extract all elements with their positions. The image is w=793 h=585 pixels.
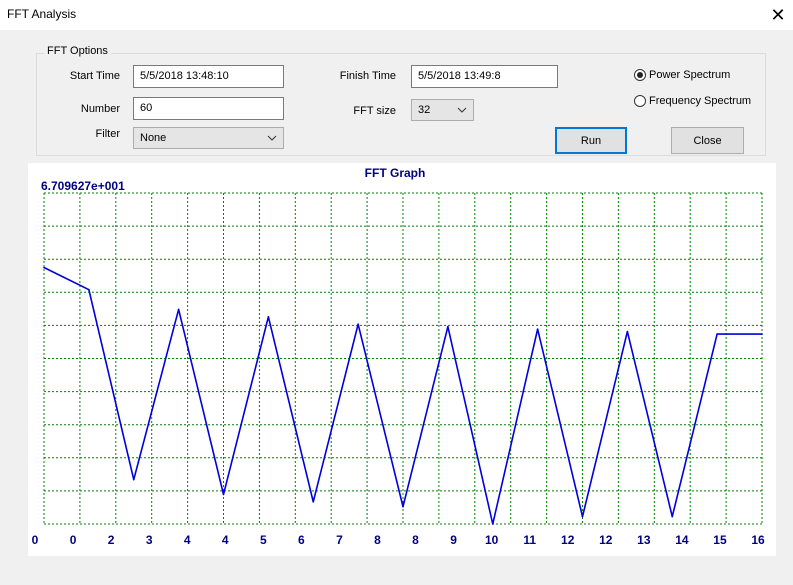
x-tick-label: 2 (108, 533, 115, 547)
data-point (491, 523, 494, 525)
x-axis-ticks: 0 0 2 3 4 4 5 6 7 8 8 9 10 11 12 12 13 14 15 16 (32, 533, 765, 547)
run-button[interactable]: Run (555, 127, 627, 154)
chevron-down-icon (267, 135, 277, 141)
number-label: Number (80, 103, 120, 115)
window-title: FFT Analysis (7, 7, 77, 21)
x-tick-label: 12 (599, 533, 613, 547)
power-spectrum-label: Power Spectrum (649, 69, 731, 81)
chart-series (43, 266, 763, 525)
x-tick-label: 15 (713, 533, 727, 547)
data-point (357, 323, 359, 326)
data-point (447, 325, 449, 328)
fft-options-group (36, 53, 766, 156)
x-tick-label: 11 (523, 533, 536, 547)
title-bar: FFT Analysis ✕ (0, 0, 793, 30)
x-tick-label: 3 (146, 533, 153, 547)
filter-value: None (140, 132, 167, 144)
data-point (132, 478, 135, 481)
number-field[interactable]: 60 (133, 97, 284, 120)
data-point (761, 333, 763, 335)
x-tick-label: 8 (412, 533, 419, 547)
start-time-label: Start Time (69, 70, 120, 82)
x-tick-label: 4 (184, 533, 191, 547)
x-tick-label: 12 (561, 533, 575, 547)
x-tick-label: 6 (298, 533, 305, 547)
data-point (88, 288, 90, 291)
close-window-icon[interactable]: ✕ (770, 4, 786, 25)
x-tick-label: 10 (485, 533, 499, 547)
data-point (581, 515, 584, 518)
data-point (671, 515, 674, 518)
fft-graph-panel: FFT Graph 6.709627e+001 0 0 2 3 4 4 5 6 7 8 8 9 10 11… (28, 163, 776, 556)
radio-unselected-icon (634, 95, 646, 107)
fft-options-title: FFT Options (44, 45, 111, 57)
x-tick-label: 16 (751, 533, 765, 547)
x-tick-label: 13 (637, 533, 651, 547)
data-point (43, 266, 45, 269)
data-point (177, 308, 180, 311)
fft-size-label: FFT size (353, 105, 396, 117)
chevron-down-icon (457, 107, 467, 113)
x-tick-label: 14 (675, 533, 689, 547)
x-tick-label: 7 (336, 533, 343, 547)
chart-max-value: 6.709627e+001 (41, 179, 125, 193)
chart-grid (43, 192, 763, 525)
x-tick-label: 4 (222, 533, 229, 547)
data-point (716, 333, 718, 335)
x-tick-label: 5 (260, 533, 267, 547)
x-tick-label: 0 (32, 533, 39, 547)
radio-selected-icon (634, 69, 646, 81)
x-tick-label: 0 (70, 533, 77, 547)
frequency-spectrum-label: Frequency Spectrum (649, 95, 752, 107)
finish-time-label: Finish Time (339, 70, 396, 82)
x-tick-label: 8 (374, 533, 381, 547)
fft-size-value: 32 (418, 104, 431, 116)
filter-label: Filter (95, 128, 120, 140)
chart-title: FFT Graph (365, 166, 426, 180)
data-point (626, 330, 629, 333)
x-tick-label: 9 (450, 533, 457, 547)
data-point (267, 316, 270, 318)
start-time-field[interactable]: 5/5/2018 13:48:10 (133, 65, 284, 88)
frequency-spectrum-radio[interactable]: Frequency Spectrum (634, 95, 751, 107)
data-point (222, 493, 225, 496)
filter-select[interactable]: None (133, 127, 284, 149)
finish-time-field[interactable]: 5/5/2018 13:49:8 (411, 65, 558, 88)
fft-size-select[interactable]: 32 (411, 99, 474, 121)
close-button[interactable]: Close (671, 127, 744, 154)
data-point (536, 328, 539, 330)
power-spectrum-radio[interactable]: Power Spectrum (634, 69, 730, 81)
fft-graph: FFT Graph 6.709627e+001 0 0 2 3 4 4 5 6 7 8 8 9 10 11… (32, 166, 765, 547)
data-point (402, 505, 404, 508)
data-point (312, 501, 315, 503)
